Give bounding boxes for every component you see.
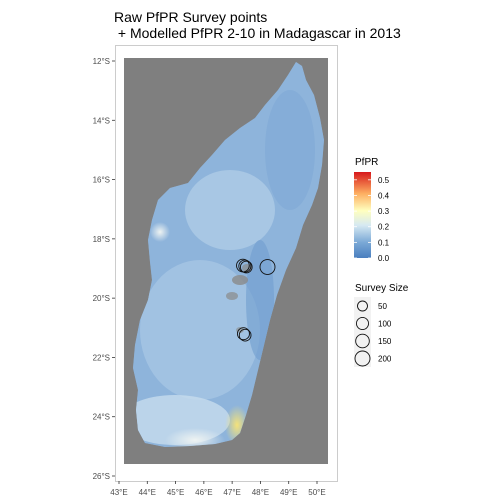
y-tick-label: 18°S xyxy=(93,235,110,244)
y-axis: 12°S 14°S 16°S 18°S 20°S 22°S 24°S 26°S xyxy=(93,57,115,481)
x-tick-label: 48°E xyxy=(252,488,269,497)
survey-point xyxy=(259,259,276,275)
survey-size-legend-title: Survey Size xyxy=(355,283,409,294)
y-tick-label: 16°S xyxy=(93,176,110,185)
pfpr-legend-label: 0.3 xyxy=(378,207,390,216)
survey-point xyxy=(238,259,252,273)
pfpr-legend-label: 0.1 xyxy=(378,238,390,247)
x-tick-label: 44°E xyxy=(139,488,156,497)
survey-size-legend: Survey Size 50 100 150 200 xyxy=(354,283,409,367)
y-tick-label: 14°S xyxy=(93,116,110,125)
pfpr-legend: PfPR 0.5 0.4 0.3 0.2 0.1 0.0 xyxy=(354,157,390,263)
title-line-1: Raw PfPR Survey points xyxy=(114,9,268,25)
survey-size-legend-label: 50 xyxy=(378,302,387,311)
x-tick-label: 46°E xyxy=(195,488,212,497)
y-tick-label: 24°S xyxy=(93,413,110,422)
survey-size-legend-label: 200 xyxy=(378,355,392,364)
title-line-2: + Modelled PfPR 2-10 in Madagascar in 20… xyxy=(114,25,401,41)
x-axis: 43°E 44°E 45°E 46°E 47°E 48°E 49°E 50°E xyxy=(110,481,326,497)
chart-title: Raw PfPR Survey points + Modelled PfPR 2… xyxy=(114,9,401,41)
survey-point xyxy=(238,328,252,342)
y-tick-label: 26°S xyxy=(93,472,110,481)
survey-point xyxy=(236,327,250,341)
x-tick-label: 49°E xyxy=(280,488,297,497)
pfpr-legend-label: 0.0 xyxy=(378,254,390,263)
pfpr-legend-title: PfPR xyxy=(355,157,378,168)
y-tick-label: 22°S xyxy=(93,353,110,362)
survey-size-legend-key xyxy=(356,317,369,330)
x-tick-label: 43°E xyxy=(110,488,127,497)
y-tick-label: 20°S xyxy=(93,294,110,303)
survey-size-legend-key xyxy=(354,350,371,367)
survey-size-legend-key xyxy=(355,333,370,349)
survey-size-legend-label: 100 xyxy=(378,320,392,329)
survey-size-legend-label: 150 xyxy=(378,337,392,346)
x-tick-label: 45°E xyxy=(167,488,184,497)
x-tick-label: 47°E xyxy=(223,488,240,497)
pfpr-legend-label: 0.4 xyxy=(378,191,390,200)
survey-points-layer xyxy=(236,258,276,342)
y-tick-label: 12°S xyxy=(93,57,110,66)
pfpr-colorbar xyxy=(354,172,371,258)
survey-point xyxy=(239,260,253,274)
x-tick-label: 50°E xyxy=(308,488,325,497)
survey-size-legend-key xyxy=(357,300,368,312)
pfpr-legend-label: 0.2 xyxy=(378,223,390,232)
pfpr-legend-label: 0.5 xyxy=(378,176,390,185)
